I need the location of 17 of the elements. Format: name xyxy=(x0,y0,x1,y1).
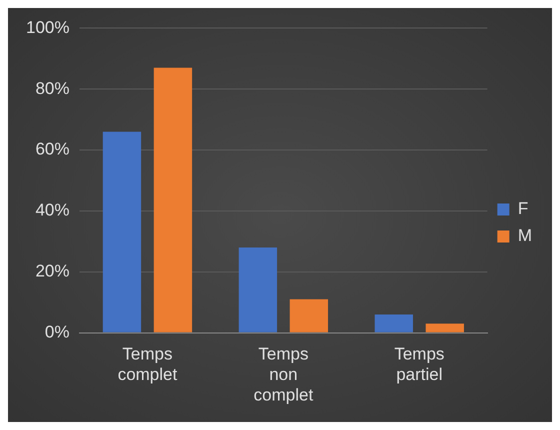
bar xyxy=(238,248,278,332)
y-tick-label: 60% xyxy=(35,140,70,159)
bar xyxy=(154,68,192,332)
bar xyxy=(374,314,413,332)
x-tick-label: Temps partiel xyxy=(394,344,444,384)
x-tick-label: Temps non complet xyxy=(254,344,314,404)
bar xyxy=(290,299,328,332)
legend-label: F xyxy=(518,199,528,218)
y-tick-label: 100% xyxy=(26,18,70,37)
bar xyxy=(426,324,464,332)
y-tick-label: 20% xyxy=(35,262,70,281)
y-tick-label: 0% xyxy=(44,322,70,342)
x-tick-label: Temps complet xyxy=(118,344,178,384)
y-tick-label: 80% xyxy=(35,78,70,98)
legend-label: M xyxy=(518,226,532,246)
bar xyxy=(102,132,142,332)
y-tick-label: 40% xyxy=(35,200,70,220)
